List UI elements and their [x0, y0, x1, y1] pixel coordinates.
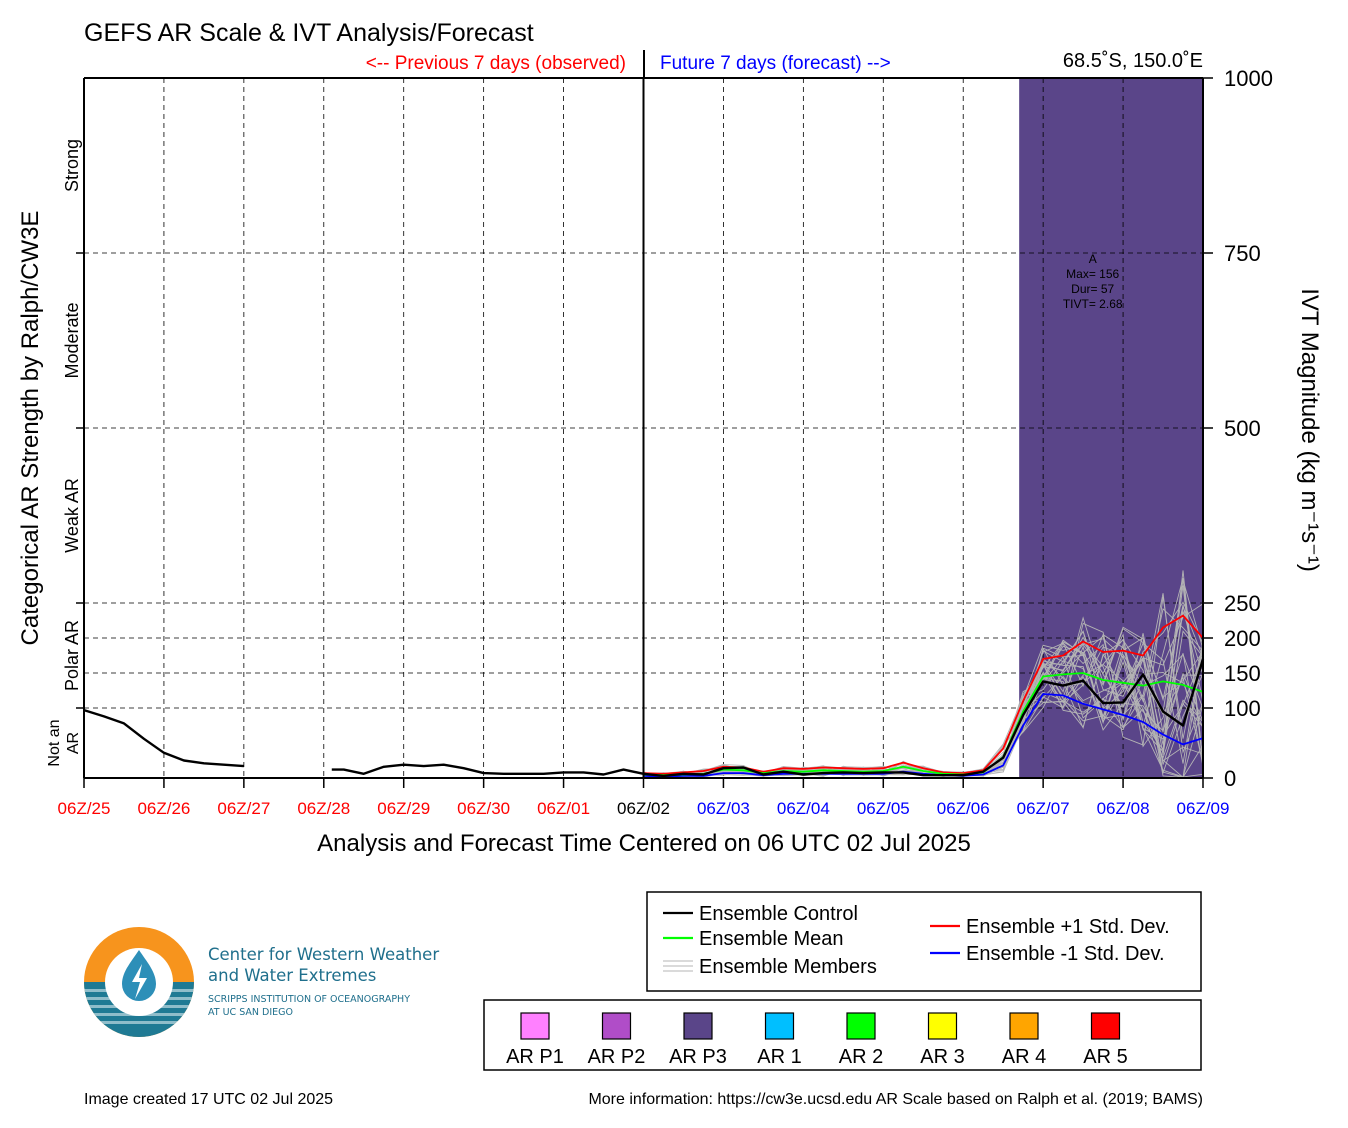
category-label: Weak AR [62, 478, 82, 553]
color-key-label: AR P2 [588, 1046, 646, 1068]
x-tick-label: 06Z/27 [217, 799, 270, 818]
x-tick-label: 06Z/07 [1017, 799, 1070, 818]
x-axis-label: Analysis and Forecast Time Centered on 0… [317, 830, 971, 857]
y-tick-label: 750 [1224, 241, 1261, 266]
logo-line2: and Water Extremes [208, 966, 376, 985]
previous-days-label: <-- Previous 7 days (observed) [366, 53, 626, 74]
ensemble-control-line [83, 708, 244, 768]
category-label: AR [65, 732, 82, 754]
cw3e-logo: Center for Western Weather and Water Ext… [84, 927, 439, 1037]
ar-event-label-line: TIVT= 2.68 [1063, 297, 1123, 311]
y-tick-labels: 0 100 150 200 250 500 750 1000 [1203, 66, 1273, 791]
color-key-label: AR 1 [757, 1046, 801, 1068]
color-key: AR P1 AR P2 AR P3 AR 1 AR 2 AR 3 AR 4 AR 5 [506, 1012, 1128, 1068]
left-axis-label: Categorical AR Strength by Ralph/CW3E [17, 211, 44, 646]
y-tick-label: 100 [1224, 696, 1261, 721]
ar-event-label-line: Dur= 57 [1071, 282, 1114, 296]
legend-label: Ensemble Mean [699, 928, 844, 950]
x-tick-label: 06Z/28 [297, 799, 350, 818]
x-tick-label: 06Z/26 [137, 799, 190, 818]
legend-label: Ensemble +1 Std. Dev. [966, 916, 1170, 938]
ar-event-label-line: Max= 156 [1066, 267, 1119, 281]
color-key-swatch [1009, 1012, 1039, 1040]
x-tick-label: 06Z/04 [777, 799, 830, 818]
x-tick-label: 06Z/08 [1097, 799, 1150, 818]
color-key-swatch [1090, 1012, 1121, 1040]
logo-line4: AT UC SAN DIEGO [208, 1007, 293, 1018]
x-tick-label: 06Z/06 [937, 799, 990, 818]
color-key-label: AR P3 [669, 1046, 727, 1068]
x-tick-label: 06Z/30 [457, 799, 510, 818]
future-days-label: Future 7 days (forecast) --> [660, 53, 891, 74]
ensemble-mean-line [643, 672, 1204, 777]
y-tick-label: 1000 [1224, 66, 1273, 91]
color-key-swatch [927, 1012, 958, 1040]
logo-line3: SCRIPPS INSTITUTION OF OCEANOGRAPHY [208, 994, 410, 1005]
legend-label: Ensemble Control [699, 903, 858, 925]
x-tick-label: 06Z/25 [58, 799, 111, 818]
y-tick-label: 150 [1224, 661, 1261, 686]
legend-label: Ensemble -1 Std. Dev. [966, 943, 1165, 965]
x-tick-labels: 06Z/25 06Z/26 06Z/27 06Z/28 06Z/29 06Z/30 06Z/… [58, 778, 1230, 818]
footer-more-info: More information: https://cw3e.ucsd.edu … [588, 1091, 1203, 1108]
lightning-icon [132, 964, 147, 999]
x-tick-label: 06Z/05 [857, 799, 910, 818]
legend-label: Ensemble Members [699, 956, 877, 978]
category-labels: Strong Moderate Weak AR Polar AR Not an AR [46, 139, 84, 767]
y-tick-label: 250 [1224, 591, 1261, 616]
ensemble-1-std-dev-line [643, 693, 1204, 778]
category-label: Strong [62, 139, 82, 192]
ensemble-control-line [331, 658, 1205, 778]
color-key-swatch [601, 1012, 632, 1040]
x-tick-label: 06Z/01 [537, 799, 590, 818]
color-key-swatch [520, 1012, 550, 1040]
color-key-label: AR 3 [920, 1046, 964, 1068]
x-tick-label: 06Z/03 [697, 799, 750, 818]
color-key-swatch [764, 1012, 795, 1040]
chart-title: GEFS AR Scale & IVT Analysis/Forecast [84, 19, 534, 47]
location-label: 68.5˚S, 150.0˚E [1063, 50, 1203, 72]
color-key-label: AR 5 [1083, 1046, 1127, 1068]
category-label: Polar AR [62, 620, 82, 691]
x-tick-label: 06Z/29 [377, 799, 430, 818]
y-tick-label: 0 [1224, 766, 1236, 791]
color-key-swatch [683, 1012, 713, 1040]
y-tick-label: 200 [1224, 626, 1261, 651]
category-label: Moderate [62, 302, 82, 378]
color-key-label: AR P1 [506, 1046, 564, 1068]
ar-event-label-line: A [1089, 252, 1097, 266]
category-label: Not an [46, 719, 63, 766]
y-tick-label: 500 [1224, 416, 1261, 441]
logo-line1: Center for Western Weather [208, 945, 439, 964]
legend: Ensemble Control Ensemble Mean Ensemble Me… [663, 903, 1170, 978]
x-tick-label: 06Z/09 [1177, 799, 1230, 818]
color-key-swatch [846, 1012, 876, 1040]
right-axis-label: IVT Magnitude (kg m⁻¹s⁻¹) [1296, 288, 1323, 572]
color-key-label: AR 2 [839, 1046, 883, 1068]
color-key-label: AR 4 [1002, 1046, 1046, 1068]
series-lines [83, 614, 1205, 778]
legend-box [646, 891, 1202, 992]
x-tick-label: 06Z/02 [617, 799, 670, 818]
footer-created: Image created 17 UTC 02 Jul 2025 [84, 1091, 333, 1108]
